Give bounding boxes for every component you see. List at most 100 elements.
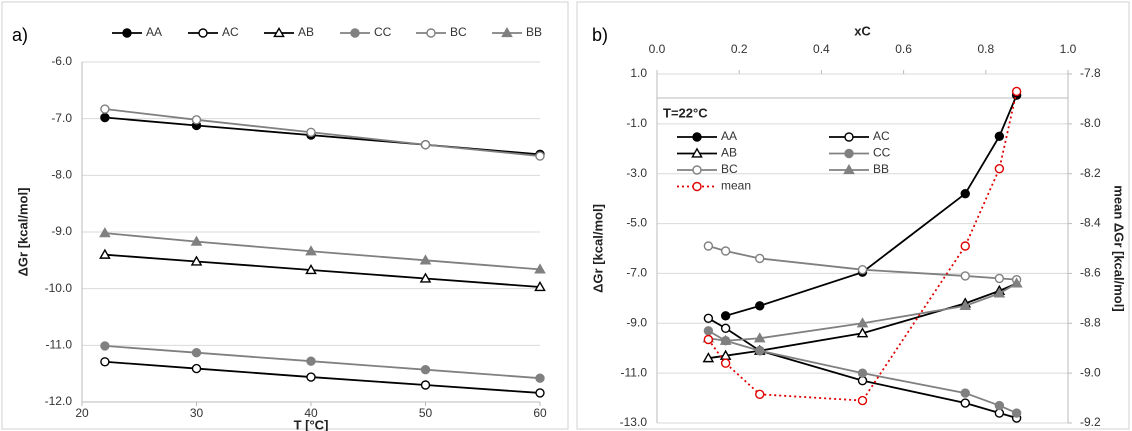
marker [994, 164, 1005, 174]
legend-label: mean [721, 179, 751, 193]
marker [1011, 408, 1022, 418]
y-tick-label: -13.0 [620, 415, 648, 429]
y-tick-label: -8.0 [51, 168, 72, 182]
marker [191, 363, 202, 374]
legend-label: AB [721, 146, 737, 160]
panel-frame [1, 1, 569, 430]
marker [994, 400, 1005, 411]
marker [960, 271, 970, 281]
marker [534, 280, 546, 292]
marker [857, 395, 868, 406]
y-tick-label: -9.0 [626, 315, 647, 329]
marker [306, 372, 316, 382]
marker [755, 346, 765, 356]
marker [99, 248, 111, 259]
marker [1011, 86, 1022, 97]
marker [420, 365, 431, 375]
marker [535, 388, 545, 398]
marker [755, 301, 765, 311]
y2-tick-label: -8.8 [1080, 315, 1101, 329]
legend-label: BB [873, 162, 889, 176]
y2-tick-label: -8.6 [1080, 266, 1101, 280]
marker [350, 28, 360, 38]
series-line [104, 345, 541, 380]
marker [719, 334, 732, 345]
panel-label: b) [592, 25, 608, 45]
x-tick-label: 30 [190, 406, 204, 420]
marker [960, 398, 970, 408]
marker [191, 348, 202, 358]
marker [703, 334, 714, 345]
marker [306, 127, 316, 137]
y-tick-label: -7.0 [626, 266, 647, 280]
marker [100, 112, 110, 123]
x-tick-label: 20 [75, 406, 89, 420]
marker [190, 235, 203, 246]
y-tick-label: -7.0 [51, 111, 72, 125]
marker [191, 115, 202, 125]
panel-frame [576, 1, 1130, 430]
marker [720, 323, 731, 333]
marker [692, 181, 702, 192]
y2-tick-label: -9.0 [1080, 365, 1101, 379]
marker [305, 245, 317, 256]
y-tick-label: -11.0 [621, 365, 648, 379]
marker [960, 188, 970, 199]
marker [305, 263, 317, 275]
marker [960, 241, 970, 251]
marker [198, 28, 208, 38]
x-axis-label: xC [854, 23, 871, 38]
legend-label: CC [873, 146, 891, 160]
marker [420, 140, 431, 150]
panel-label: a) [12, 25, 28, 45]
marker [857, 264, 868, 275]
marker [993, 287, 1006, 298]
y-tick-label: -5.0 [626, 216, 647, 230]
marker [720, 358, 731, 368]
marker [692, 165, 702, 175]
x-tick-label: 0.0 [649, 42, 666, 56]
x-tick-label: 50 [419, 406, 433, 420]
marker [100, 104, 110, 114]
marker [844, 148, 854, 159]
marker [419, 254, 432, 265]
marker [419, 272, 432, 283]
series-line [104, 360, 541, 394]
marker [994, 273, 1005, 284]
marker [190, 255, 203, 266]
marker [703, 313, 714, 323]
x-tick-label: 1.0 [1060, 42, 1077, 56]
marker [702, 352, 715, 363]
series-line [104, 232, 541, 271]
marker [501, 26, 513, 38]
legend-label: AC [222, 25, 239, 39]
marker [755, 389, 765, 400]
marker [755, 253, 765, 264]
y-tick-label: -11.0 [46, 338, 73, 352]
marker [535, 151, 545, 161]
chart-title: T=22°C [663, 105, 708, 120]
x-axis-label: T [°C] [294, 417, 329, 431]
y2-tick-label: -8.0 [1080, 116, 1101, 130]
y-tick-label: -3.0 [626, 166, 647, 180]
marker [844, 132, 854, 142]
legend-label: CC [374, 25, 392, 39]
marker [691, 147, 703, 158]
y-tick-label: 1.0 [630, 66, 647, 80]
y-tick-label: -1.0 [626, 116, 647, 130]
marker [994, 131, 1005, 142]
legend-label: BC [450, 25, 467, 39]
marker [273, 26, 285, 38]
legend-label: BC [721, 162, 738, 176]
marker [856, 327, 869, 338]
y2-tick-label: -8.4 [1080, 216, 1101, 230]
marker [100, 341, 110, 351]
marker [960, 388, 970, 398]
marker [720, 311, 731, 321]
y2-tick-label: -7.8 [1080, 66, 1101, 80]
marker [535, 373, 545, 383]
legend-label: AA [721, 129, 737, 143]
marker [99, 227, 111, 238]
y-axis-label: ΔGr [kcal/mol] [590, 204, 605, 293]
